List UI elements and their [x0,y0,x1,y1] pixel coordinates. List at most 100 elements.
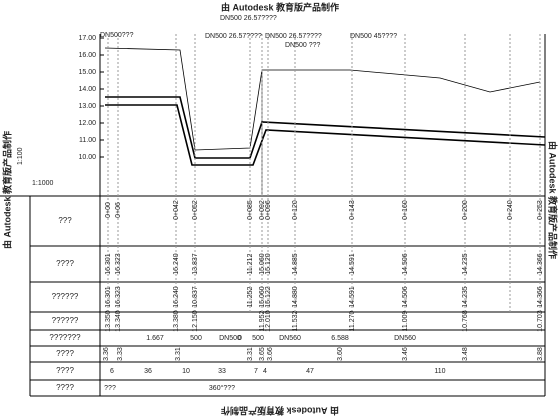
cell: DN560 [394,335,416,342]
elevation-label: 11.00 [79,137,96,144]
cell: 3.66 [267,347,274,361]
cell: 16.301 [105,253,112,275]
cell: 14.506 [402,253,409,275]
cell: 13.837 [192,253,199,275]
cell: 10.837 [192,286,199,308]
cell: 11.252 [247,286,254,307]
elevation-label: 15.00 [78,69,96,76]
cell: 14.235 [462,253,469,275]
scale: 1:1000 [32,180,54,187]
cell: 15.060 [259,286,266,308]
station: 0+092 [259,200,266,220]
cell: 10 [182,368,190,375]
cell: 11.009 [402,310,409,331]
station: 0+253 [537,200,544,220]
cell: 15.060 [259,253,266,275]
row-header: ?????? [52,316,79,325]
elevation-label: 13.00 [78,103,96,110]
cell: 3.36 [103,347,110,361]
station: 0+200 [462,200,469,220]
cell: 14.366 [537,286,544,308]
cell: 3.46 [402,347,409,361]
cell: 12.150 [192,310,199,332]
cell: 500 [190,335,202,342]
cell: 6.588 [331,335,349,342]
cell: 3.33 [117,347,124,361]
station: 0+00 [105,202,112,218]
cell: 110 [434,368,445,375]
row-header: ??? [58,216,72,225]
pipe-label: DN500 26.57???? [220,15,277,22]
cell: 14.591 [349,286,356,308]
station: 0+160 [402,200,409,220]
cell: 11.270 [349,310,356,331]
cell: 6 [110,368,114,375]
cell: 14.591 [349,253,356,275]
station: 0+042 [173,200,180,220]
cell: 7 [254,368,258,375]
cell: 16.240 [173,286,180,308]
cell: 14.366 [537,253,544,275]
pipe-label: DN500 ??? [285,42,321,49]
station: 0+085 [247,200,254,220]
cell: 3.65 [259,347,266,361]
cell: 3.48 [462,347,469,361]
cell: 14.235 [462,286,469,308]
row-header: ???? [56,366,74,375]
cell: DN560 [279,335,301,342]
cell: 16.301 [105,286,112,308]
elevation-label: 12.00 [78,120,96,127]
cell: 3.31 [247,347,254,361]
station: 0+06 [115,202,122,218]
scale: 1:100 [17,147,24,165]
station: 0+096 [265,200,272,220]
cell: 13.340 [115,310,122,332]
cell: 11.212 [247,253,254,274]
cell: 33 [218,368,226,375]
cell: 16.323 [115,286,122,308]
watermark: 由 Autodesk 教育版产品制作 [548,141,559,259]
cell: 1.667 [146,335,164,342]
pipe-label: DN500??? [100,32,134,39]
station: 0+143 [349,200,356,220]
pipe-label: DN500 45???? [350,33,397,40]
cell: 47 [306,368,314,375]
elevation-label: 17.00 [78,35,96,42]
elevation-label: 14.00 [78,86,96,93]
watermark: 由 Autodesk 教育版产品制作 [221,1,339,12]
cell: 500 [252,335,264,342]
cell: 14.506 [402,286,409,308]
cell: 3.60 [337,347,344,361]
cell: 12.010 [265,310,272,332]
cell: 3.88 [537,347,544,361]
cell: 11.532 [292,310,299,331]
pipe-label: DN500 26.57???? [265,33,322,40]
cell: 36 [144,368,152,375]
station: 0+240 [507,200,514,220]
station: 0+052 [192,200,199,220]
cell: 15.122 [265,286,272,308]
cell: 15.120 [265,253,272,275]
station: 0+120 [292,200,299,220]
elevation-label: 16.00 [78,52,96,59]
row-header: ??????? [49,333,81,342]
cell: 14.880 [292,286,299,308]
cell: ??? [104,385,116,392]
row-header: ???? [56,383,74,392]
cell: 14.885 [292,253,299,275]
cell: 10.768 [462,310,469,332]
watermark: 由 Autodesk 教育版产品制作 [1,131,12,249]
cell: 3.31 [175,347,182,361]
cell: 360°??? [209,384,235,392]
cell: 11.952 [259,310,266,331]
watermark: 由 Autodesk 教育版产品制作 [221,406,339,417]
cell: 4 [263,368,267,375]
cell: 0 [238,335,242,342]
cell: 13.350 [105,310,112,332]
cell: 13.380 [173,310,180,332]
pipe-label: DN500 26.57???? [205,33,262,40]
cell: DN500 [219,335,241,342]
row-header: ?????? [52,292,79,301]
cell: 16.240 [173,253,180,275]
